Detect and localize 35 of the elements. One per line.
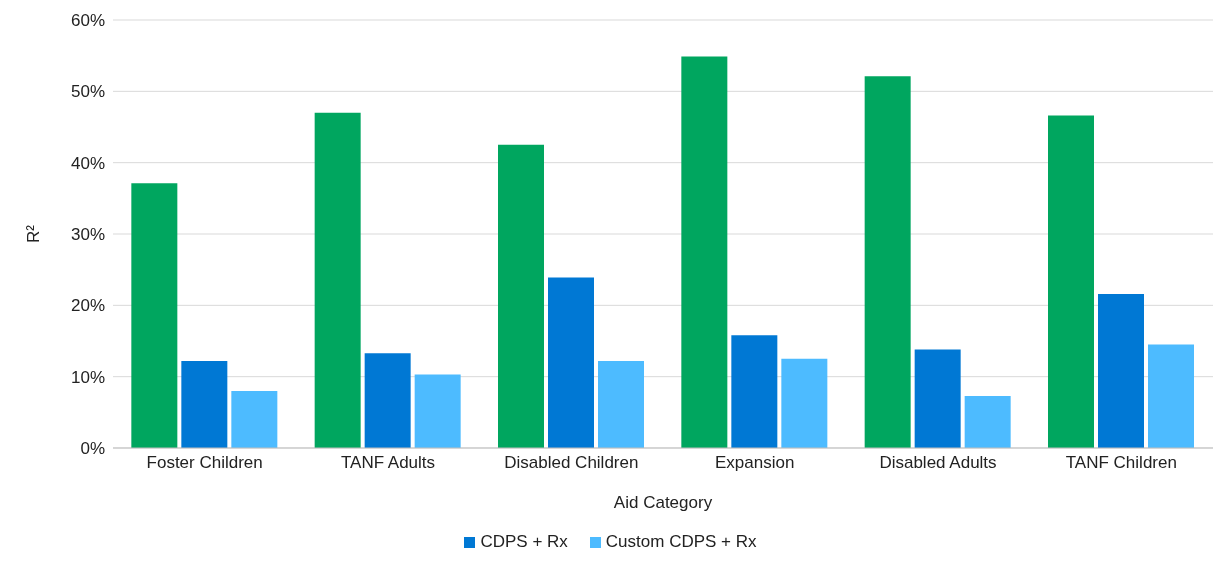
x-tick-label: TANF Adults (340, 453, 436, 473)
x-tick-label: Disabled Children (504, 453, 639, 473)
bar (598, 360, 644, 448)
bar (964, 395, 1011, 448)
y-tick-label: 60% (70, 11, 105, 31)
x-axis-title: Aid Category (613, 493, 713, 512)
y-tick-label: 20% (70, 296, 105, 316)
bar (781, 358, 828, 448)
bar (548, 277, 594, 448)
bar (731, 335, 778, 448)
legend-label: CDPS + Rx (480, 532, 568, 552)
bar (681, 56, 728, 448)
y-tick-label: 50% (70, 82, 105, 102)
x-tick-label: TANF Children (1065, 453, 1177, 473)
y-tick-label: 10% (70, 367, 105, 387)
bar (364, 353, 411, 448)
bar (231, 390, 278, 448)
x-tick-label: Expansion (714, 453, 795, 473)
y-tick-label: 30% (70, 225, 105, 245)
bar (914, 349, 961, 448)
y-tick-label: 40% (70, 153, 105, 173)
bar (864, 76, 911, 448)
bar (498, 144, 544, 448)
bar (1048, 115, 1094, 448)
x-tick-label: Foster Children (146, 453, 263, 473)
y-tick-label: 0% (80, 439, 105, 459)
bar (1098, 293, 1144, 448)
y-axis-title: R² (24, 224, 44, 243)
bar (314, 112, 361, 448)
bar (1148, 344, 1194, 448)
bar (131, 183, 178, 448)
legend-label: Custom CDPS + Rx (605, 532, 757, 552)
x-tick-label: Disabled Adults (879, 453, 997, 473)
bar (414, 374, 461, 448)
bar (181, 360, 228, 448)
